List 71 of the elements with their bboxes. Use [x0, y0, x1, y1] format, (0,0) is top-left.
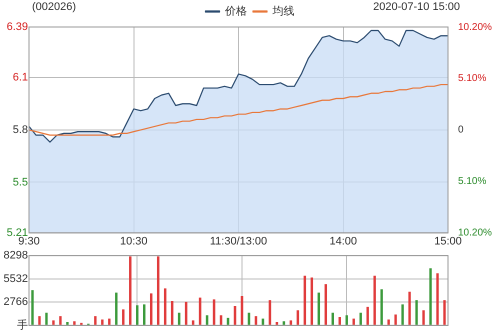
bar — [380, 289, 383, 325]
y-tick-label: 8298 — [4, 250, 28, 262]
bar — [373, 276, 376, 325]
bar — [198, 298, 202, 325]
bar — [296, 310, 300, 325]
x-tick-label: 10:30 — [120, 235, 148, 248]
bar — [338, 316, 341, 325]
bar — [136, 305, 138, 325]
y-tick-label: 2766 — [4, 296, 28, 308]
bar — [156, 256, 160, 325]
bar — [290, 320, 292, 325]
chart-title: (002026) — [32, 1, 76, 13]
bar — [268, 300, 272, 325]
bar — [206, 315, 208, 325]
bar — [429, 268, 432, 325]
y-tick-label: 6.39 — [6, 21, 28, 34]
x-tick-label: 14:00 — [329, 235, 358, 248]
bar — [359, 312, 362, 325]
y2-tick-label: 5.10% — [458, 176, 486, 188]
text: 2020-07-10 15:00 — [373, 1, 460, 13]
bar — [101, 320, 104, 325]
bar — [415, 300, 418, 325]
bar — [122, 309, 124, 325]
bar — [408, 292, 411, 325]
bar — [212, 299, 216, 325]
x-tick-label: 11:30/13:00 — [210, 235, 268, 248]
bar — [143, 304, 146, 325]
bar — [352, 318, 355, 325]
x-tick-label: 15:00 — [434, 235, 462, 248]
bar — [108, 318, 111, 325]
bar — [52, 320, 55, 325]
legend-label: 均线 — [272, 4, 294, 18]
bar — [346, 315, 348, 325]
bar — [115, 292, 118, 325]
bar — [276, 322, 278, 325]
y2-tick-label: 0 — [458, 124, 464, 136]
bar — [220, 315, 222, 325]
bar — [192, 320, 194, 325]
y-tick-label: 5.5 — [12, 176, 28, 188]
bar — [178, 312, 180, 325]
bar — [45, 312, 48, 325]
bar — [366, 306, 369, 325]
bar — [394, 314, 397, 325]
bar — [129, 256, 132, 325]
bar — [164, 288, 166, 325]
bar — [401, 304, 404, 325]
bar — [310, 277, 314, 325]
y-tick-label: 5532 — [4, 272, 28, 285]
bar — [94, 316, 97, 325]
y-tick-label: 6.1 — [12, 72, 28, 84]
x-tick-label: 9:30 — [18, 235, 40, 248]
bar — [254, 316, 258, 325]
bar — [332, 312, 334, 325]
bar — [282, 321, 286, 325]
bar — [387, 320, 390, 325]
y2-tick-label: 5.10% — [458, 73, 486, 84]
bar — [304, 276, 306, 325]
y2-tick-label: 10.20% — [458, 22, 492, 33]
bar — [150, 293, 152, 325]
legend-label: 价格 — [224, 6, 247, 18]
bar — [324, 284, 328, 325]
bar — [318, 292, 320, 325]
y-tick-label: 手 — [17, 318, 28, 332]
bar — [184, 302, 188, 325]
y-tick-label: 5.8 — [12, 124, 28, 136]
bar — [170, 301, 174, 325]
bar — [73, 321, 76, 325]
bar — [66, 322, 69, 325]
bar — [262, 318, 264, 325]
bar — [59, 316, 62, 325]
bar — [422, 310, 425, 325]
